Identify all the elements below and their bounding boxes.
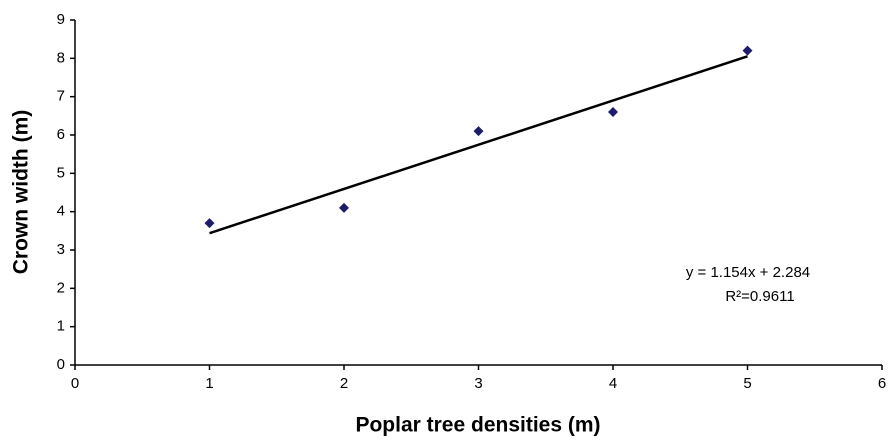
- data-point: [204, 218, 215, 229]
- y-tick-label: 0: [57, 356, 65, 373]
- data-point: [742, 45, 753, 56]
- y-tick-label: 3: [57, 241, 65, 258]
- y-tick-label: 4: [57, 203, 65, 220]
- y-tick-label: 7: [57, 88, 65, 105]
- y-tick-label: 1: [57, 318, 65, 335]
- y-tick-label: 8: [57, 49, 65, 66]
- y-tick-label: 6: [57, 126, 65, 143]
- x-axis-title: Poplar tree densities (m): [355, 414, 600, 437]
- x-tick-label: 0: [71, 375, 79, 392]
- y-tick-label: 9: [57, 11, 65, 28]
- data-point: [608, 107, 618, 117]
- data-point: [473, 126, 484, 137]
- x-tick-label: 3: [474, 375, 482, 392]
- x-tick-label: 5: [743, 375, 751, 392]
- trendline: [209, 55, 748, 235]
- x-tick-label: 6: [878, 375, 886, 392]
- trendline-equation: y = 1.154x + 2.284: [686, 264, 810, 281]
- y-tick-label: 5: [57, 164, 65, 181]
- y-axis-title: Crown width (m): [10, 110, 33, 274]
- r-squared: R²=0.9611: [725, 288, 794, 305]
- x-tick-label: 4: [609, 375, 617, 392]
- y-tick-label: 2: [57, 279, 65, 296]
- x-tick-label: 2: [340, 375, 348, 392]
- x-tick-label: 1: [205, 375, 213, 392]
- data-point: [339, 202, 349, 213]
